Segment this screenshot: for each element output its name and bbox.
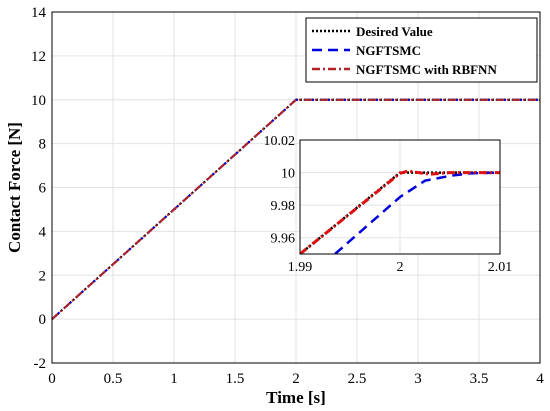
y-tick-label: 14 [31, 5, 47, 21]
x-tick-label: 2.5 [348, 371, 367, 387]
series-layer [51, 98, 540, 320]
inset-x-tick-label: 2.01 [488, 260, 513, 275]
inset-y-tick-label: 9.98 [271, 199, 296, 214]
legend-label: Desired Value [356, 24, 433, 39]
y-tick-label: 0 [39, 312, 47, 328]
x-tick-label: 1.5 [226, 371, 245, 387]
inset-chart: 1.99 2 2.01 9.96 9.98 10 10.02 [264, 134, 513, 275]
y-tick-label: 8 [39, 137, 47, 153]
x-tick-label: 3 [414, 371, 422, 387]
inset-y-tick-label: 10.02 [264, 134, 296, 149]
x-tick-label: 0 [48, 371, 56, 387]
x-tick-label: 0.5 [104, 371, 123, 387]
y-tick-label: 4 [39, 224, 47, 240]
legend-label: NGFTSMC [356, 43, 421, 58]
legend-label: NGFTSMC with RBFNN [356, 62, 497, 77]
y-tick-label: 2 [39, 268, 47, 284]
y-tick-label: 6 [39, 181, 47, 197]
x-tick-label: 1 [170, 371, 178, 387]
plot-frame [51, 11, 541, 364]
x-axis-label: Time [s] [266, 388, 326, 407]
inset-x-tick-label: 2 [397, 260, 404, 275]
y-tick-label: 10 [31, 93, 46, 109]
series-line-2 [51, 98, 540, 320]
x-tick-label: 4 [536, 371, 544, 387]
inset-frame [299, 139, 501, 255]
legend: Desired Value NGFTSMC NGFTSMC with RBFNN [305, 17, 538, 83]
x-tick-label: 2 [292, 371, 300, 387]
inset-y-tick-label: 10 [281, 167, 295, 182]
inset-x-tick-label: 1.99 [288, 260, 313, 275]
inset-series-line-3 [300, 169, 500, 254]
y-axis-label: Contact Force [N] [5, 122, 24, 253]
y-tick-label: -2 [34, 356, 47, 372]
y-tick-label: 12 [31, 49, 46, 65]
x-tick-label: 3.5 [470, 371, 489, 387]
inset-y-tick-label: 9.96 [271, 232, 296, 247]
